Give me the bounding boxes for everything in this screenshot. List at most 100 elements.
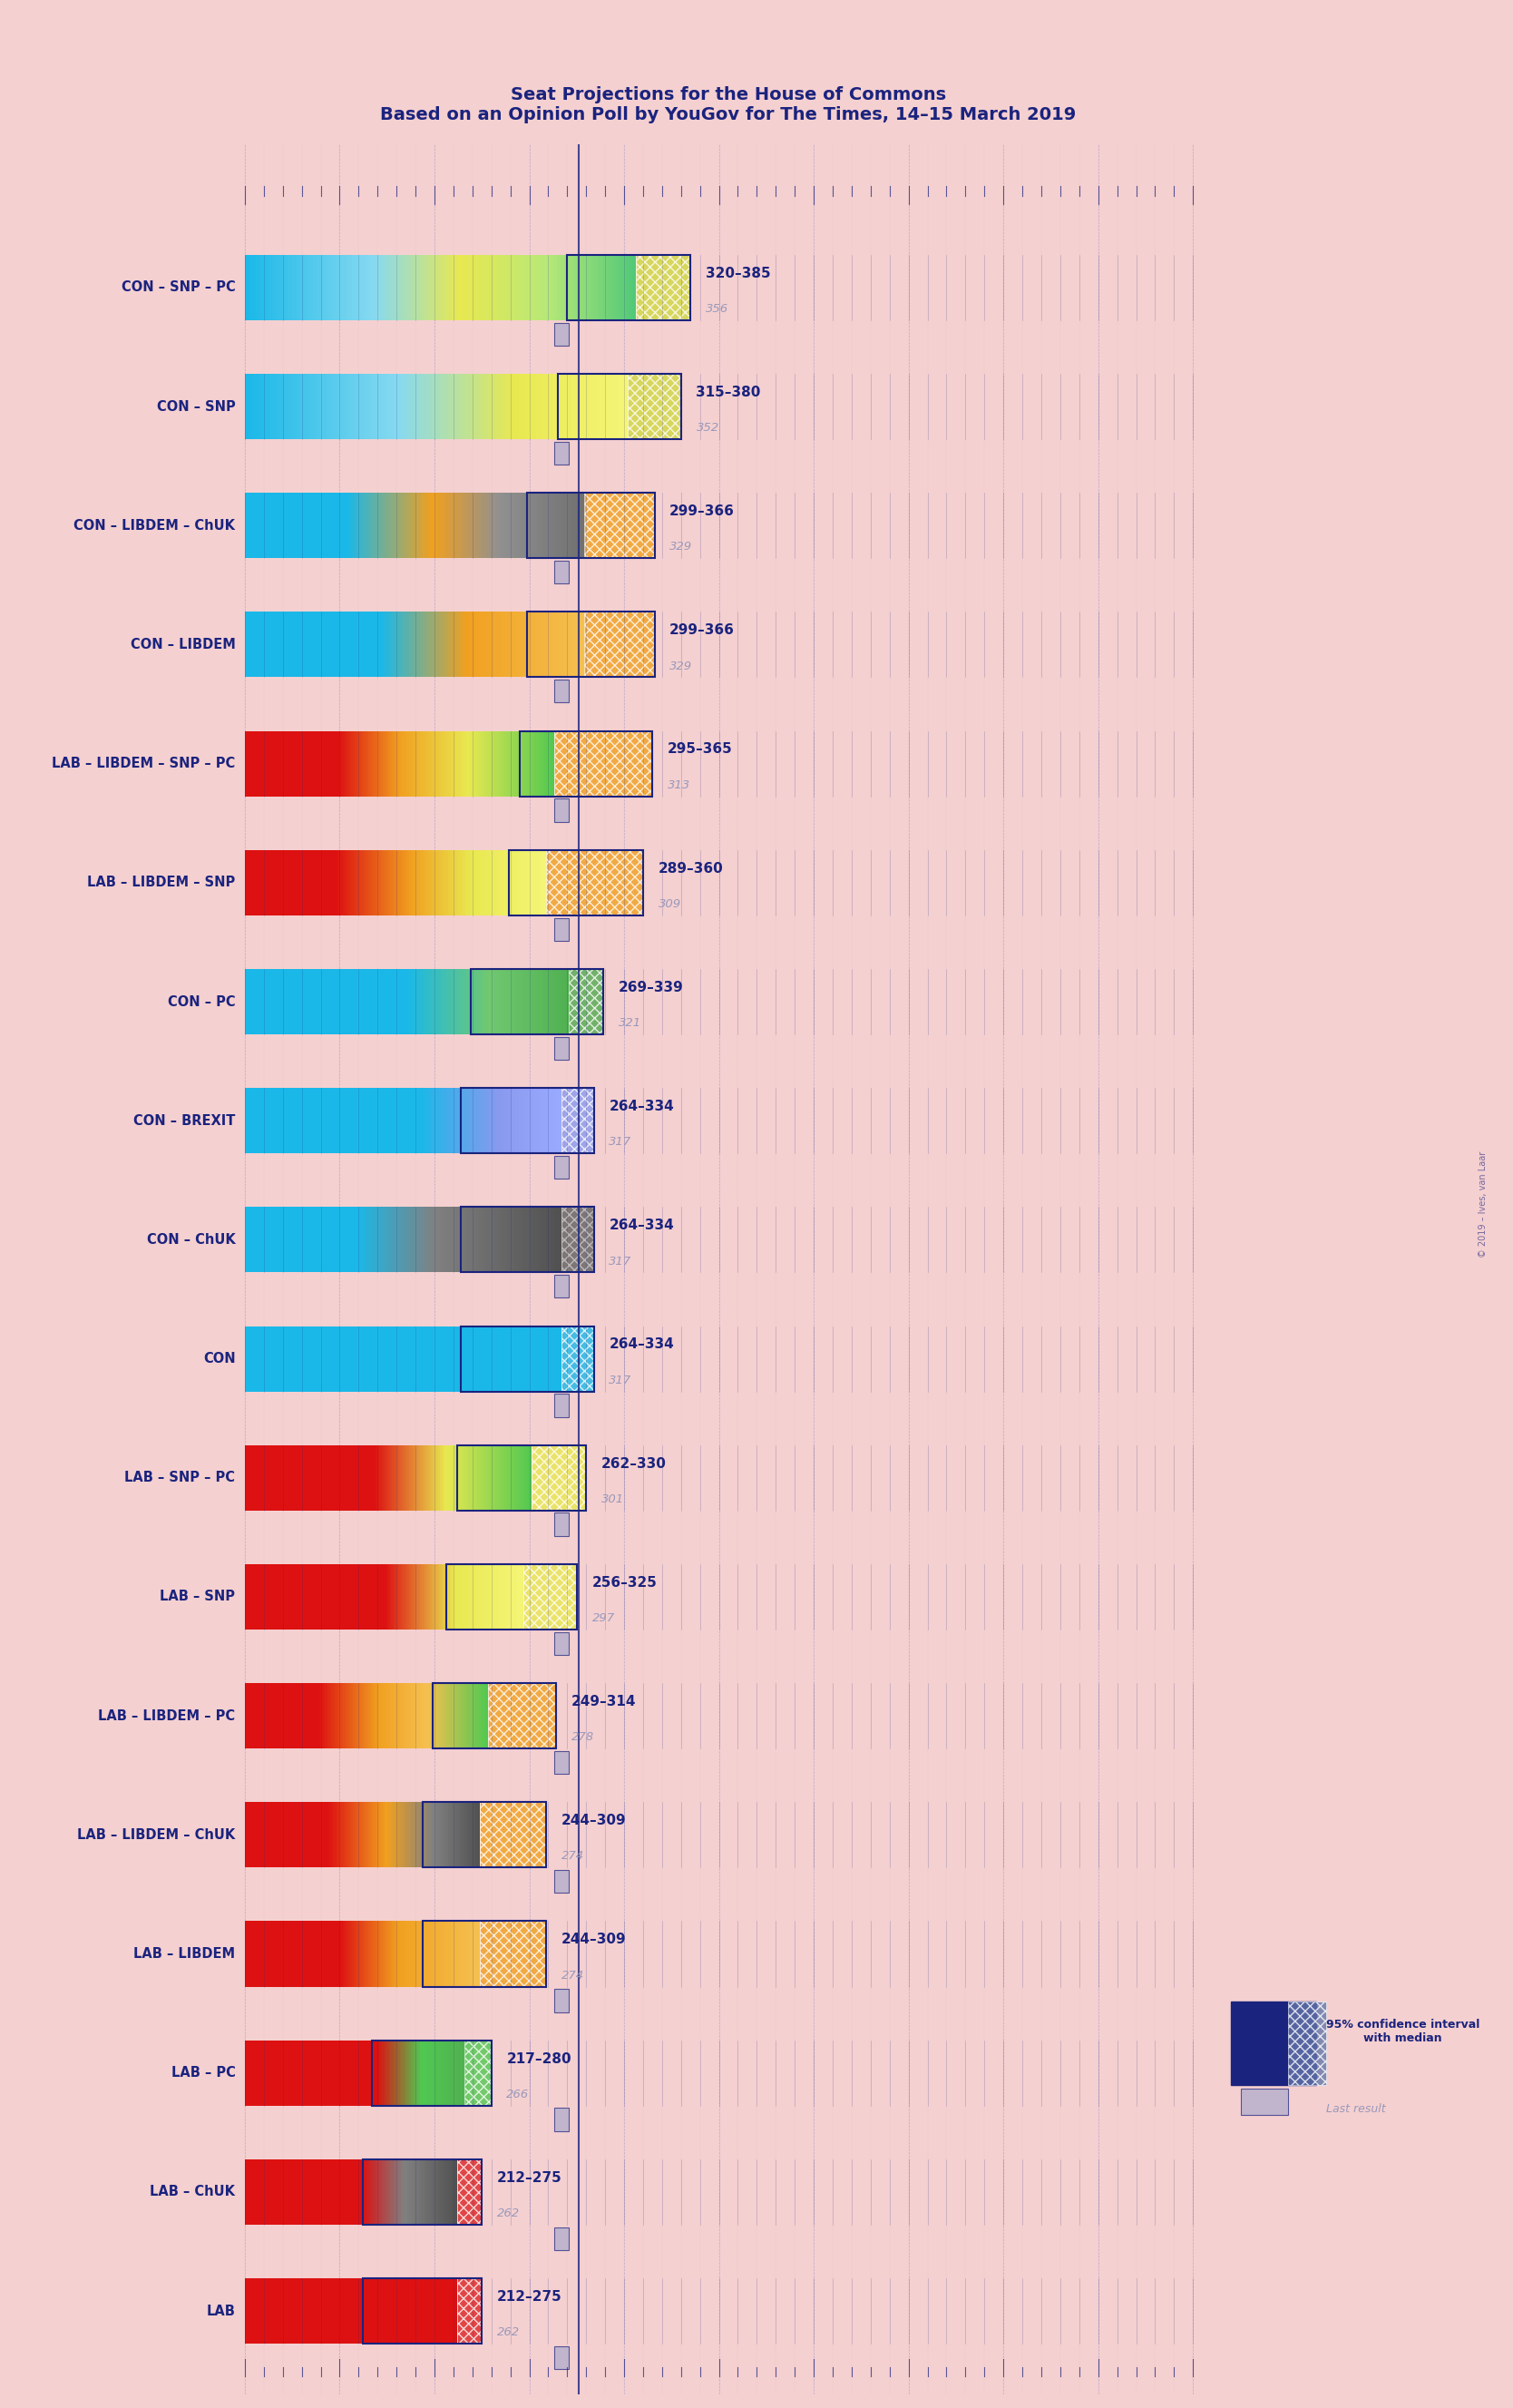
Bar [328,850,330,915]
Bar [324,1327,325,1392]
Bar [501,732,504,797]
Bar [251,1327,253,1392]
Bar [368,1445,369,1510]
Bar [461,1445,463,1510]
Bar [558,1206,560,1271]
Bar [281,373,283,438]
Bar [540,494,542,559]
Bar [390,1327,392,1392]
Bar [325,968,328,1035]
Bar [517,1565,519,1630]
Bar [263,612,266,677]
Bar [351,494,354,559]
Bar [297,1445,298,1510]
Bar [357,494,359,559]
Bar [372,1565,374,1630]
Bar [620,255,622,320]
Bar [516,968,517,1035]
Bar [455,494,457,559]
Bar [605,373,607,438]
Bar [294,850,295,915]
Bar [256,1088,257,1153]
Bar [543,850,545,915]
Bar [522,373,525,438]
Bar [324,373,325,438]
Bar [318,255,319,320]
Bar [502,1088,505,1153]
Bar [342,968,343,1035]
Text: 264–334: 264–334 [608,1100,673,1112]
Text: 269–339: 269–339 [619,980,684,995]
Bar [471,968,472,1035]
Bar [365,1206,368,1271]
Bar [496,1088,498,1153]
Bar [348,1445,350,1510]
Bar [401,732,402,797]
Bar [262,612,263,677]
Bar [328,1088,331,1153]
Bar [254,1445,257,1510]
Bar [484,732,486,797]
Bar [543,1327,545,1392]
Bar [461,1206,593,1271]
Bar [268,255,271,320]
Bar [393,850,396,915]
Bar [481,850,483,915]
Bar [501,1206,504,1271]
Bar [389,1445,392,1510]
Bar [286,612,287,677]
Bar [292,373,295,438]
Bar [289,1445,290,1510]
Bar [434,968,436,1035]
Bar [398,1327,401,1392]
Bar [418,1445,419,1510]
Bar [251,612,254,677]
Bar [468,1206,471,1271]
Bar [401,968,402,1035]
Bar [443,850,446,915]
Bar [534,494,536,559]
Bar [422,732,425,797]
Bar [528,494,655,559]
Bar [245,1088,247,1153]
Bar [372,1206,374,1271]
Bar [407,1327,409,1392]
Bar [493,1445,495,1510]
Bar [546,968,548,1035]
Bar [510,1445,511,1510]
Bar [419,612,422,677]
Bar [495,1206,496,1271]
Bar [443,1565,445,1630]
Bar [322,494,325,559]
Bar [598,373,599,438]
Bar [248,494,250,559]
Bar [628,255,629,320]
Bar [474,850,475,915]
Bar [315,1206,316,1271]
Bar [357,1565,360,1630]
Bar [402,494,404,559]
Bar [410,850,413,915]
Bar [607,373,610,438]
Bar [353,732,356,797]
Bar [629,255,632,320]
Bar [464,1445,466,1510]
Bar [387,1206,389,1271]
Bar [496,1445,499,1510]
Bar [439,1088,440,1153]
Bar [416,850,419,915]
Bar [448,850,451,915]
Bar [421,1206,422,1271]
Bar [424,373,425,438]
Bar [446,373,448,438]
Bar [477,373,480,438]
Bar [554,2227,569,2249]
Bar [284,850,286,915]
Bar [445,968,446,1035]
Bar [412,968,413,1035]
Bar [359,850,360,915]
Bar [310,1088,312,1153]
Bar [490,968,492,1035]
Bar [247,1206,248,1271]
Bar [604,255,607,320]
